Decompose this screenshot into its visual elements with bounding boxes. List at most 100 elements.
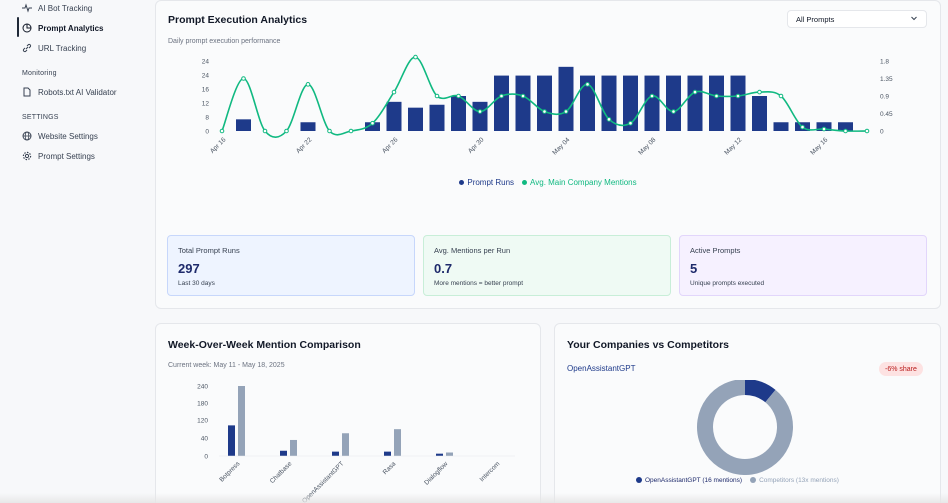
point-avg-mentions (370, 120, 375, 126)
point-avg-mentions (735, 93, 741, 99)
bar-mentions (228, 425, 235, 456)
share-donut-chart (697, 380, 793, 475)
stat-card-active-prompts: Active Prompts 5 Unique prompts executed (679, 235, 927, 296)
bar-mentions (436, 453, 443, 456)
donut-slice (697, 380, 793, 475)
bar-prompt-runs (558, 66, 574, 131)
x-tick-label: Apr 22 (295, 136, 314, 155)
point-avg-mentions (499, 93, 504, 99)
bar-mentions (280, 450, 287, 456)
sidebar-item-label: Website Settings (38, 131, 98, 141)
bar-prompt-runs (752, 96, 767, 131)
bar-prompt-runs (687, 75, 703, 131)
activity-icon (22, 3, 32, 13)
sidebar-item-robots-validator[interactable]: Robots.txt AI Validator (22, 84, 117, 100)
section-label-monitoring: Monitoring (22, 70, 57, 77)
legend-item-prompt-runs[interactable]: Prompt Runs (459, 178, 514, 187)
x-tick-label: May 16 (809, 136, 829, 156)
x-tick-label: Apr 26 (381, 136, 400, 155)
stat-note: More mentions = better prompt (434, 280, 524, 287)
bar-prompt-runs (709, 75, 724, 131)
bar-mentions (384, 451, 391, 456)
bar-prompt-runs (623, 75, 638, 131)
bar-prompt-runs (515, 75, 531, 131)
sidebar-item-label: Robots.txt AI Validator (38, 87, 117, 97)
y-left-tick-label: 24 (202, 73, 210, 80)
sidebar: AI Bot Tracking Prompt Analytics URL Tra… (0, 0, 152, 503)
y-tick-label: 240 (197, 384, 208, 391)
point-avg-mentions (477, 109, 483, 114)
point-avg-mentions (413, 54, 418, 60)
sidebar-item-prompt-analytics[interactable]: Prompt Analytics (22, 20, 104, 36)
y-left-tick-label: 24 (202, 59, 210, 66)
bar-prompt-runs (386, 101, 402, 131)
stat-label: Total Prompt Runs (178, 246, 240, 255)
point-avg-mentions (219, 128, 225, 134)
y-tick-label: 0 (204, 454, 208, 461)
y-right-tick-label: 0.9 (880, 94, 889, 101)
point-avg-mentions (391, 89, 397, 95)
bar-mentions (446, 452, 453, 456)
sidebar-item-prompt-settings[interactable]: Prompt Settings (22, 148, 95, 164)
x-tick-label: Apr 16 (209, 136, 228, 155)
point-avg-mentions (563, 109, 569, 114)
legend-item-avg-mentions[interactable]: Avg. Main Company Mentions (522, 178, 637, 187)
stat-note: Unique prompts executed (690, 280, 765, 287)
chart-legend: Prompt Runs Avg. Main Company Mentions (155, 178, 941, 187)
competitors-title: Your Companies vs Competitors (567, 339, 730, 351)
sidebar-item-ai-bot-tracking[interactable]: AI Bot Tracking (22, 0, 92, 16)
point-avg-mentions (714, 93, 719, 99)
point-avg-mentions (606, 117, 612, 122)
y-tick-label: 180 (197, 401, 208, 408)
sidebar-item-label: AI Bot Tracking (38, 3, 93, 13)
bar-prompt-runs (408, 107, 423, 131)
point-avg-mentions (241, 76, 246, 81)
x-tick-label: May 08 (637, 136, 657, 156)
stat-card-total-runs: Total Prompt Runs 297 Last 30 days (167, 235, 415, 296)
sidebar-item-website-settings[interactable]: Website Settings (22, 128, 98, 144)
file-icon (22, 87, 32, 97)
point-avg-mentions (843, 128, 848, 134)
wow-comparison-card (155, 323, 541, 503)
stat-label: Avg. Mentions per Run (434, 246, 511, 255)
sidebar-item-url-tracking[interactable]: URL Tracking (22, 40, 86, 56)
y-left-tick-label: 8 (205, 115, 209, 122)
stat-note: Last 30 days (178, 280, 215, 287)
wow-current-week: Current week: May 11 - May 18, 2025 (168, 362, 285, 369)
bar-prompt-runs (773, 122, 789, 131)
legend-item-competitors[interactable]: Competitors (13x mentions) (750, 477, 839, 484)
y-left-tick-label: 16 (202, 87, 210, 94)
donut-slice (744, 380, 776, 403)
bar-mentions (290, 439, 297, 456)
section-label-settings: SETTINGS (22, 114, 59, 121)
stat-card-avg-mentions: Avg. Mentions per Run 0.7 More mentions … (423, 235, 671, 296)
point-avg-mentions (262, 128, 268, 134)
point-avg-mentions (821, 126, 827, 132)
x-tick-label: Chatbase (269, 460, 294, 485)
prompt-execution-chart: 0 8 12 16 24 24 0 0.45 0.9 1.35 1.8 Apr 16 Apr 22 Apr… (202, 54, 893, 156)
x-tick-label: Apr 30 (467, 136, 486, 155)
point-avg-mentions (456, 93, 461, 99)
y-right-tick-label: 1.35 (880, 76, 893, 83)
bar-prompt-runs (494, 75, 509, 131)
y-right-tick-label: 0.45 (880, 111, 893, 118)
prompt-filter-select[interactable]: All Prompts (787, 10, 927, 28)
bar-prompt-runs (644, 75, 660, 131)
company-name: OpenAssistantGPT (567, 364, 636, 373)
wow-title: Week-Over-Week Mention Comparison (168, 339, 361, 351)
point-avg-mentions (649, 93, 655, 99)
link-icon (22, 43, 32, 53)
bar-prompt-runs (666, 75, 681, 131)
point-avg-mentions (864, 128, 870, 134)
legend-item-company[interactable]: OpenAssistantGPT (16 mentions) (636, 477, 742, 484)
y-right-tick-label: 1.8 (880, 59, 889, 66)
bar-prompt-runs (601, 75, 617, 131)
stat-value: 297 (178, 261, 200, 276)
bottom-fade (0, 493, 948, 503)
y-tick-label: 40 (201, 436, 209, 443)
globe-icon (22, 131, 32, 141)
chart-subtitle: Daily prompt execution performance (168, 38, 281, 45)
point-avg-mentions (520, 93, 526, 99)
bar-prompt-runs (730, 75, 746, 131)
